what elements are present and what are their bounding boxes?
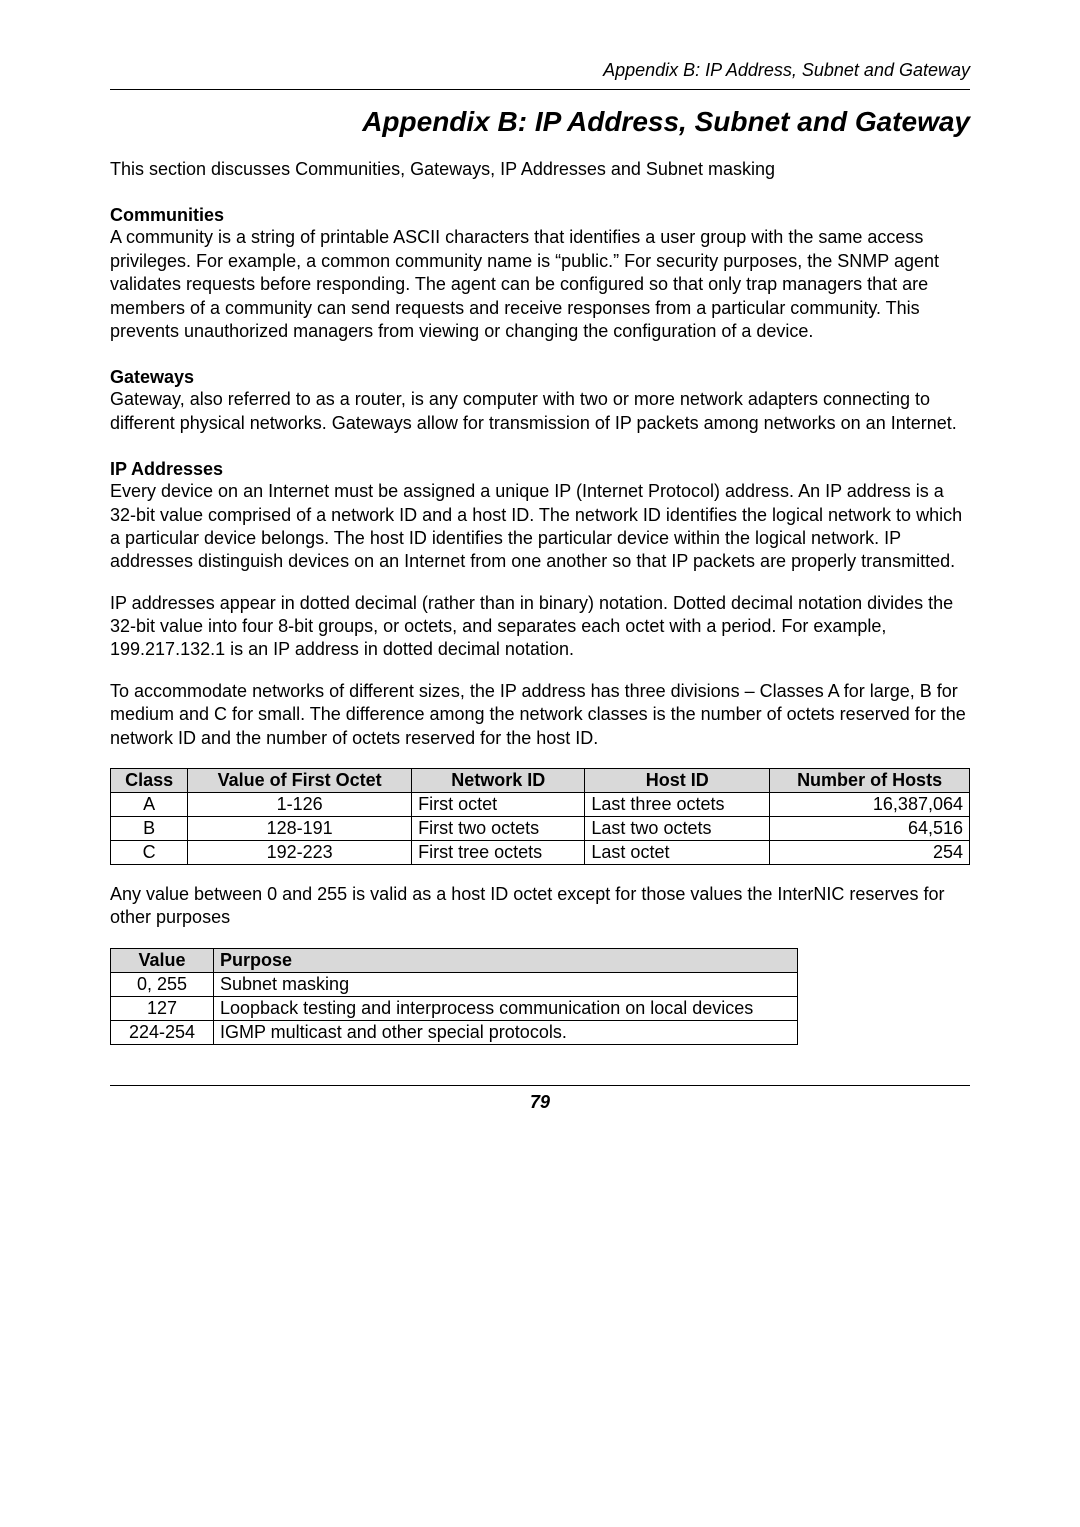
th-value: Value [111, 948, 214, 972]
page: Appendix B: IP Address, Subnet and Gatew… [0, 0, 1080, 1153]
cell-class: B [111, 817, 188, 841]
cell-purpose: IGMP multicast and other special protoco… [214, 1020, 798, 1044]
body-gateways: Gateway, also referred to as a router, i… [110, 388, 970, 435]
body-communities: A community is a string of printable ASC… [110, 226, 970, 343]
table-row: C 192-223 First tree octets Last octet 2… [111, 841, 970, 865]
cell-class: A [111, 793, 188, 817]
heading-gateways: Gateways [110, 367, 970, 388]
reserved-value-table: Value Purpose 0, 255 Subnet masking 127 … [110, 948, 798, 1045]
class-table: Class Value of First Octet Network ID Ho… [110, 768, 970, 865]
cell-value: 127 [111, 996, 214, 1020]
body-ip-addresses-p3: To accommodate networks of different siz… [110, 680, 970, 750]
table-row: 0, 255 Subnet masking [111, 972, 798, 996]
cell-purpose: Loopback testing and interprocess commun… [214, 996, 798, 1020]
running-header: Appendix B: IP Address, Subnet and Gatew… [110, 60, 970, 90]
th-vfo: Value of First Octet [188, 769, 412, 793]
th-hid: Host ID [585, 769, 770, 793]
cell-nid: First octet [412, 793, 585, 817]
th-purpose: Purpose [214, 948, 798, 972]
cell-class: C [111, 841, 188, 865]
cell-vfo: 1-126 [188, 793, 412, 817]
cell-nh: 254 [770, 841, 970, 865]
body-ip-addresses-p1: Every device on an Internet must be assi… [110, 480, 970, 574]
cell-hid: Last three octets [585, 793, 770, 817]
cell-purpose: Subnet masking [214, 972, 798, 996]
cell-nid: First tree octets [412, 841, 585, 865]
heading-communities: Communities [110, 205, 970, 226]
cell-vfo: 192-223 [188, 841, 412, 865]
table-row: A 1-126 First octet Last three octets 16… [111, 793, 970, 817]
cell-vfo: 128-191 [188, 817, 412, 841]
page-number: 79 [530, 1092, 550, 1112]
th-nh: Number of Hosts [770, 769, 970, 793]
table-row: Value Purpose [111, 948, 798, 972]
table-row: B 128-191 First two octets Last two octe… [111, 817, 970, 841]
intro-paragraph: This section discusses Communities, Gate… [110, 158, 970, 181]
cell-value: 0, 255 [111, 972, 214, 996]
page-footer: 79 [110, 1085, 970, 1113]
body-ip-addresses-p2: IP addresses appear in dotted decimal (r… [110, 592, 970, 662]
cell-nh: 16,387,064 [770, 793, 970, 817]
cell-nid: First two octets [412, 817, 585, 841]
table-row: Class Value of First Octet Network ID Ho… [111, 769, 970, 793]
table-row: 224-254 IGMP multicast and other special… [111, 1020, 798, 1044]
cell-hid: Last two octets [585, 817, 770, 841]
cell-value: 224-254 [111, 1020, 214, 1044]
between-tables-text: Any value between 0 and 255 is valid as … [110, 883, 970, 930]
heading-ip-addresses: IP Addresses [110, 459, 970, 480]
cell-hid: Last octet [585, 841, 770, 865]
page-title: Appendix B: IP Address, Subnet and Gatew… [110, 106, 970, 138]
table-row: 127 Loopback testing and interprocess co… [111, 996, 798, 1020]
cell-nh: 64,516 [770, 817, 970, 841]
th-class: Class [111, 769, 188, 793]
th-nid: Network ID [412, 769, 585, 793]
